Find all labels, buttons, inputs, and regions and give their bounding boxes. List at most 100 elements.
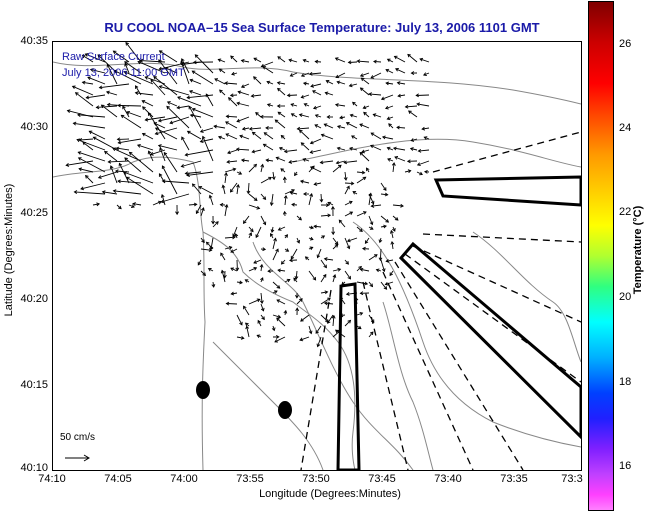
- current-vector: [252, 131, 262, 140]
- current-vector-head: [166, 101, 171, 105]
- scale-arrow: [65, 454, 90, 462]
- current-vector: [218, 136, 226, 140]
- current-vector: [332, 237, 339, 245]
- current-vector-head: [356, 59, 361, 64]
- current-vector-head: [157, 144, 162, 148]
- current-vector-head: [217, 135, 222, 140]
- current-vector-head: [337, 267, 342, 272]
- current-vector-head: [358, 265, 362, 270]
- current-vector-head: [274, 119, 279, 123]
- current-vector: [278, 226, 286, 231]
- current-vector-head: [361, 170, 366, 175]
- current-vector-head: [331, 314, 336, 319]
- current-vector: [189, 90, 202, 96]
- survey-zone: [433, 175, 581, 207]
- current-vector-head: [366, 167, 370, 172]
- current-vector-head: [352, 191, 357, 195]
- current-vector-head: [154, 131, 159, 136]
- current-vector-head: [384, 105, 389, 110]
- current-vector-head: [351, 135, 355, 139]
- current-vector: [228, 97, 238, 107]
- current-vector-head: [229, 93, 234, 98]
- current-vector-head: [383, 286, 388, 290]
- current-vector-head: [117, 179, 121, 184]
- current-vector-head: [391, 162, 396, 166]
- current-vector-head: [231, 71, 235, 76]
- current-vector-head: [207, 268, 212, 272]
- current-vector-head: [244, 322, 249, 327]
- current-vector-head: [137, 60, 142, 65]
- current-vector-head: [104, 150, 108, 155]
- current-vector: [300, 142, 310, 151]
- current-vector-head: [290, 103, 295, 107]
- current-vector: [320, 274, 327, 283]
- current-vector-head: [347, 275, 351, 280]
- current-vector: [386, 259, 394, 262]
- current-vector-head: [115, 146, 120, 151]
- current-vector: [117, 180, 142, 184]
- current-vector-head: [298, 129, 303, 134]
- current-vector-head: [277, 111, 282, 116]
- current-vector-head: [280, 168, 285, 172]
- current-vector: [137, 61, 166, 74]
- current-vector-head: [71, 85, 76, 89]
- current-vector-head: [394, 217, 399, 221]
- current-vector-head: [181, 136, 185, 141]
- current-vector: [224, 236, 235, 239]
- bathymetry-contour: [252, 241, 414, 470]
- current-vector: [249, 127, 262, 130]
- colorbar-title: Temperature (°C): [632, 205, 644, 295]
- current-vector-head: [385, 68, 390, 73]
- current-vector-head: [259, 114, 264, 119]
- current-vector-head: [327, 201, 332, 206]
- current-vector: [82, 141, 94, 151]
- current-vector: [142, 106, 154, 118]
- current-vector-head: [284, 234, 289, 238]
- current-vector: [224, 168, 236, 173]
- current-vector-head: [282, 210, 287, 215]
- current-vector: [300, 180, 310, 184]
- current-vector-head: [331, 205, 335, 210]
- current-vector-head: [294, 172, 298, 177]
- current-vector: [418, 149, 430, 152]
- current-vector-head: [234, 233, 239, 238]
- current-vector-head: [248, 232, 253, 236]
- current-vector-head: [208, 194, 213, 199]
- current-vector-head: [314, 59, 319, 64]
- current-vector-head: [189, 78, 194, 83]
- current-vector-head: [195, 210, 200, 215]
- current-vector: [310, 138, 322, 144]
- current-vector: [310, 149, 322, 154]
- current-vector-head: [106, 102, 111, 107]
- current-vector: [335, 329, 346, 338]
- current-vector-head: [275, 248, 279, 253]
- current-vector: [260, 177, 272, 184]
- current-vector-head: [421, 126, 426, 131]
- current-vector-head: [422, 72, 427, 76]
- radial-line: [300, 289, 332, 470]
- current-vector-head: [259, 263, 264, 268]
- current-vector: [360, 87, 370, 96]
- current-vector-head: [265, 126, 269, 130]
- current-vector-head: [211, 220, 215, 225]
- current-vector: [239, 135, 250, 140]
- x-tick-label: 73:40: [434, 473, 462, 485]
- current-vector-head: [158, 66, 163, 71]
- current-vector-head: [300, 142, 305, 146]
- current-vector-head: [157, 118, 162, 123]
- bathymetry-contour: [352, 221, 581, 448]
- current-vector-head: [84, 174, 89, 179]
- current-vector-head: [205, 93, 210, 98]
- current-vector: [417, 160, 430, 166]
- current-vector: [368, 254, 378, 261]
- current-vector-head: [78, 167, 83, 172]
- current-vector: [317, 336, 322, 347]
- current-vector: [299, 129, 310, 140]
- current-vector-head: [278, 146, 283, 151]
- current-vector-head: [225, 301, 230, 306]
- current-vector-head: [224, 81, 228, 86]
- bathymetry-contour: [337, 341, 356, 470]
- map-canvas: [53, 42, 581, 470]
- current-vector-head: [315, 330, 319, 334]
- current-vector-head: [188, 90, 193, 94]
